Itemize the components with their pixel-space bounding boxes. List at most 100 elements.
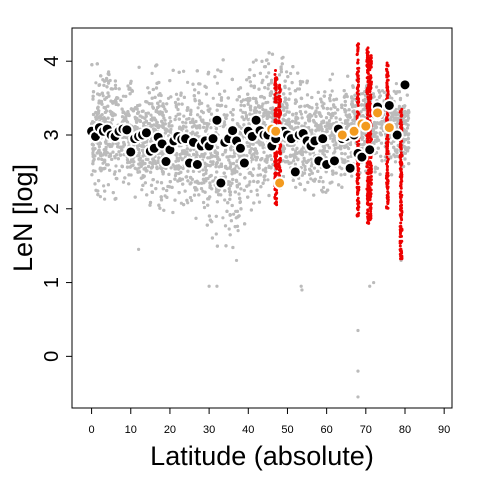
background-point — [312, 166, 317, 170]
background-point — [136, 110, 141, 114]
background-point — [170, 124, 174, 128]
background-point — [303, 104, 307, 108]
background-point — [189, 109, 193, 114]
background-point — [310, 114, 314, 118]
background-point — [407, 146, 411, 150]
background-point — [152, 123, 156, 127]
background-point — [243, 176, 247, 180]
background-point — [170, 185, 174, 189]
background-point — [282, 118, 286, 122]
background-point — [350, 100, 354, 104]
background-point — [308, 105, 312, 109]
background-point — [223, 89, 227, 93]
background-point — [244, 114, 249, 118]
background-point — [113, 79, 117, 83]
background-point — [261, 168, 265, 172]
background-point — [100, 91, 104, 95]
background-point — [161, 125, 165, 129]
background-point — [225, 155, 229, 159]
background-point — [156, 105, 160, 110]
background-point — [208, 195, 212, 199]
background-point — [221, 58, 225, 62]
background-point — [242, 117, 246, 122]
background-point — [375, 85, 379, 89]
background-point — [266, 87, 270, 91]
background-point — [333, 111, 337, 115]
background-point — [90, 173, 94, 177]
background-point — [254, 158, 258, 162]
background-point — [330, 72, 335, 76]
background-point — [298, 182, 302, 186]
background-point — [281, 148, 285, 152]
background-point — [296, 71, 300, 75]
background-point — [266, 178, 270, 182]
background-point — [96, 193, 100, 197]
background-point — [282, 92, 286, 96]
background-point — [199, 187, 204, 191]
background-point — [403, 119, 407, 123]
background-point — [270, 111, 275, 115]
background-point — [208, 185, 212, 190]
background-point — [228, 197, 232, 201]
background-point — [246, 97, 250, 101]
background-point — [392, 153, 396, 157]
background-point — [160, 169, 165, 174]
background-point — [115, 153, 119, 157]
background-point — [230, 203, 234, 208]
background-point — [135, 126, 139, 130]
background-point — [214, 162, 218, 166]
background-point — [332, 103, 336, 107]
background-point — [154, 118, 158, 122]
background-point — [260, 94, 264, 99]
background-point — [223, 175, 228, 179]
background-point — [135, 167, 139, 171]
background-point — [361, 143, 365, 147]
background-point — [261, 78, 265, 82]
background-point — [182, 69, 186, 73]
background-point — [231, 161, 236, 166]
background-point — [404, 122, 408, 126]
background-point — [235, 179, 239, 183]
background-point — [186, 179, 190, 183]
background-point — [207, 109, 211, 113]
background-point — [185, 108, 189, 112]
background-point — [371, 92, 375, 96]
background-point — [283, 84, 287, 88]
background-point — [141, 174, 145, 178]
background-point — [317, 179, 321, 183]
background-point — [281, 144, 285, 148]
background-point — [322, 102, 326, 106]
background-point — [209, 112, 214, 116]
background-point — [196, 113, 200, 117]
background-point — [352, 109, 356, 113]
background-point — [139, 164, 143, 168]
background-point — [104, 147, 108, 152]
background-point — [228, 184, 233, 188]
background-point — [237, 192, 241, 196]
background-point — [144, 100, 148, 104]
background-point — [331, 113, 335, 117]
background-point — [133, 195, 137, 199]
background-point — [363, 107, 367, 111]
background-point — [104, 141, 108, 145]
background-point — [102, 116, 107, 120]
background-point — [203, 190, 207, 194]
background-point — [197, 193, 201, 197]
background-point — [137, 162, 141, 166]
background-point — [269, 81, 273, 85]
background-point — [256, 173, 260, 177]
background-point — [106, 91, 110, 95]
background-point — [237, 95, 241, 99]
background-point — [347, 114, 351, 118]
background-point — [305, 103, 309, 108]
background-point — [402, 164, 406, 169]
background-point — [120, 115, 125, 119]
background-point — [158, 206, 162, 210]
background-point — [291, 112, 295, 116]
background-point — [182, 114, 186, 118]
background-point — [161, 102, 165, 106]
background-point — [304, 110, 308, 114]
background-point — [327, 119, 332, 123]
background-point — [167, 124, 171, 128]
background-point — [227, 187, 231, 191]
